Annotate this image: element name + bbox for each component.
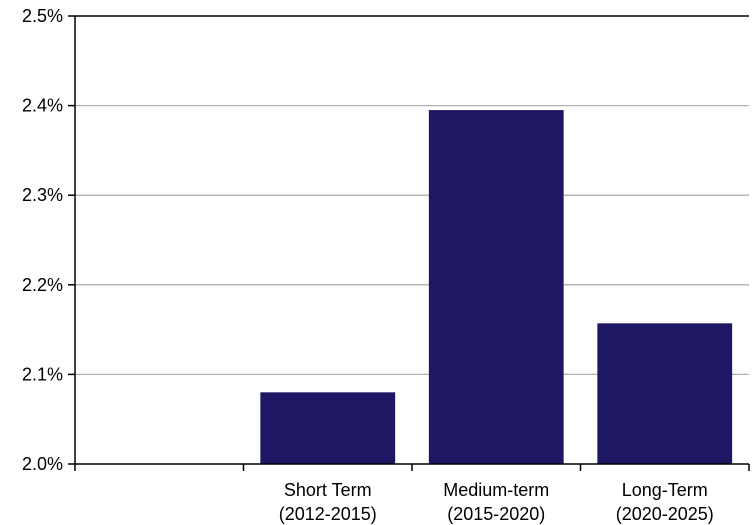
y-tick-label: 2.1%: [22, 364, 63, 384]
y-tick-label: 2.2%: [22, 275, 63, 295]
x-tick-label: Long-Term (2020-2025): [616, 480, 714, 524]
y-tick-label: 2.0%: [22, 454, 63, 474]
bar: [597, 323, 733, 464]
x-tick-labels: Short Term (2012-2015) Medium-term (2015-20…: [74, 464, 750, 524]
bars: [260, 110, 733, 464]
y-tick-labels: 2.0% 2.1% 2.2% 2.3% 2.4% 2.5%: [22, 6, 75, 474]
x-tick-label: Medium-term (2015-2020): [443, 480, 549, 524]
grid-lines: [75, 15, 749, 376]
bar: [428, 110, 564, 464]
y-tick-label: 2.5%: [22, 6, 63, 26]
y-tick-label: 2.3%: [22, 185, 63, 205]
y-tick-label: 2.4%: [22, 96, 63, 116]
x-tick-label: Short Term (2012-2015): [279, 480, 377, 524]
bar: [260, 392, 396, 464]
